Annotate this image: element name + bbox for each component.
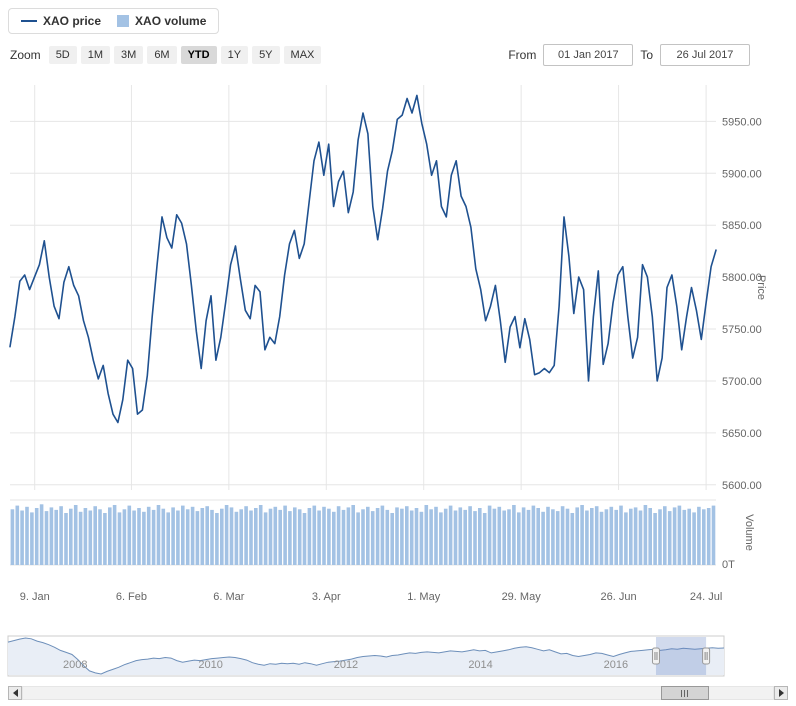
navigator-year-label: 2008: [63, 659, 87, 671]
price-axis-title: Price: [755, 275, 767, 300]
scrollbar-track[interactable]: [22, 686, 774, 700]
volume-baseline-label: 0T: [722, 559, 735, 571]
from-label: From: [508, 48, 537, 62]
zoom-button-5d[interactable]: 5D: [48, 46, 77, 64]
zoom-button-ytd[interactable]: YTD: [180, 46, 217, 64]
x-axis-label: 1. May: [407, 591, 441, 603]
legend: XAO price XAO volume: [8, 8, 220, 34]
navigator-year-label: 2010: [198, 659, 222, 671]
price-series-swatch-icon: [21, 20, 37, 22]
navigator-year-label: 2014: [468, 659, 492, 671]
price-line-series: [9, 94, 717, 424]
x-axis-label: 24. Jul: [690, 591, 722, 603]
navigator-series-line: [7, 637, 725, 675]
navigator-year-label: 2016: [604, 659, 628, 671]
y-axis-label: 5750.00: [722, 324, 762, 336]
date-range-inputs: From To: [508, 44, 750, 66]
zoom-button-6m[interactable]: 6M: [147, 46, 177, 64]
from-date-input[interactable]: [543, 44, 634, 66]
y-axis-label: 5800.00: [722, 272, 762, 284]
volume-axis-title: Volume: [743, 514, 755, 551]
zoom-button-1y[interactable]: 1Y: [220, 46, 249, 64]
x-axis-label: 6. Feb: [116, 591, 147, 603]
navigator-year-label: 2012: [334, 659, 358, 671]
zoom-buttons: 5D 1M 3M 6M YTD 1Y 5Y MAX: [48, 46, 322, 64]
y-axis-label: 5600.00: [722, 480, 762, 492]
y-axis-label: 5950.00: [722, 116, 762, 128]
y-axis-label: 5850.00: [722, 220, 762, 232]
price-volume-chart[interactable]: 5600.00 5650.00 5700.00 5750.00 5800.00 5850.…: [0, 78, 796, 613]
legend-item-price[interactable]: XAO price: [21, 14, 101, 28]
legend-label-volume: XAO volume: [135, 14, 207, 28]
x-axis-label: 29. May: [502, 591, 542, 603]
legend-item-volume[interactable]: XAO volume: [117, 14, 206, 28]
to-label: To: [640, 48, 653, 62]
zoom-button-5y[interactable]: 5Y: [252, 46, 280, 64]
scrollbar-thumb[interactable]: [660, 686, 710, 700]
navigator-right-handle[interactable]: [702, 647, 711, 665]
y-axis-label: 5650.00: [722, 428, 762, 440]
x-axis-label: 26. Jun: [601, 591, 637, 603]
zoom-button-1m[interactable]: 1M: [80, 46, 111, 64]
zoom-button-max[interactable]: MAX: [283, 46, 322, 64]
y-axis-label: 5700.00: [722, 376, 762, 388]
right-arrow-icon: [778, 689, 784, 697]
x-axis-label: 9. Jan: [20, 591, 50, 603]
navigator-selection[interactable]: [655, 637, 707, 675]
legend-label-price: XAO price: [43, 14, 102, 28]
y-axis-label: 5900.00: [722, 168, 762, 180]
scrollbar-right-arrow[interactable]: [774, 686, 788, 700]
x-axis-label: 6. Mar: [213, 591, 245, 603]
x-axis-label: 3. Apr: [312, 591, 341, 603]
navigator-left-handle[interactable]: [651, 647, 660, 665]
navigator[interactable]: 2008 2010 2012 2014 2016: [0, 635, 796, 683]
scrollbar-left-arrow[interactable]: [8, 686, 22, 700]
scrollbar: [8, 686, 788, 700]
zoom-button-3m[interactable]: 3M: [114, 46, 144, 64]
to-date-input[interactable]: [660, 44, 750, 66]
volume-series-swatch-icon: [117, 15, 130, 27]
zoom-label: Zoom: [10, 48, 41, 62]
left-arrow-icon: [12, 689, 18, 697]
